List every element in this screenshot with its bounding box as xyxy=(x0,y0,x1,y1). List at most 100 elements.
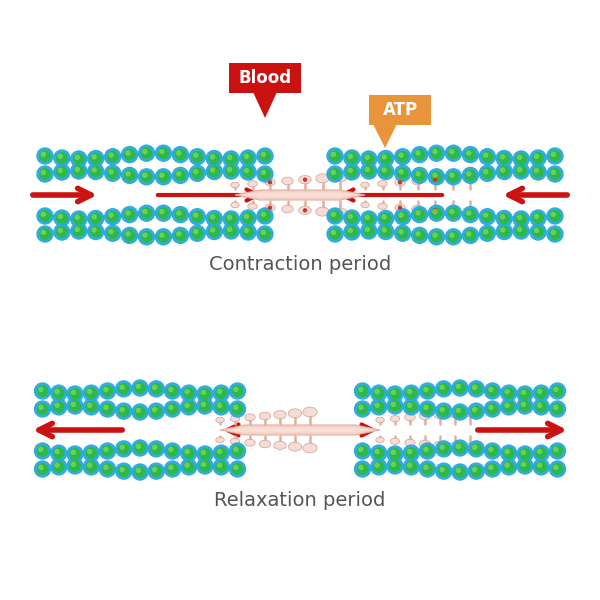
Circle shape xyxy=(501,459,517,475)
Circle shape xyxy=(37,404,48,414)
Circle shape xyxy=(551,212,556,217)
Circle shape xyxy=(422,386,433,396)
Circle shape xyxy=(440,467,444,472)
Circle shape xyxy=(57,227,67,237)
Circle shape xyxy=(415,209,425,220)
Circle shape xyxy=(378,151,394,166)
Circle shape xyxy=(39,466,43,469)
Circle shape xyxy=(40,151,50,161)
Circle shape xyxy=(104,448,108,451)
Circle shape xyxy=(395,209,410,225)
Circle shape xyxy=(419,461,436,477)
Circle shape xyxy=(390,389,400,399)
Circle shape xyxy=(395,165,410,181)
Circle shape xyxy=(484,230,488,233)
Ellipse shape xyxy=(395,179,405,186)
Circle shape xyxy=(554,466,558,469)
Circle shape xyxy=(391,403,395,406)
Circle shape xyxy=(547,208,563,224)
Circle shape xyxy=(71,451,76,454)
Circle shape xyxy=(109,213,113,217)
Ellipse shape xyxy=(419,440,431,448)
Circle shape xyxy=(500,215,505,219)
Circle shape xyxy=(535,229,538,232)
Circle shape xyxy=(359,406,363,409)
Circle shape xyxy=(232,404,242,414)
Circle shape xyxy=(143,173,147,177)
Circle shape xyxy=(262,230,265,235)
Circle shape xyxy=(387,386,403,402)
Circle shape xyxy=(503,401,514,412)
Circle shape xyxy=(86,401,97,412)
Circle shape xyxy=(344,224,360,240)
Circle shape xyxy=(119,443,129,454)
Circle shape xyxy=(120,407,124,412)
Circle shape xyxy=(465,230,476,241)
Circle shape xyxy=(516,166,526,176)
Circle shape xyxy=(126,232,130,236)
Circle shape xyxy=(407,449,412,454)
Circle shape xyxy=(122,227,137,244)
Circle shape xyxy=(100,401,115,417)
Circle shape xyxy=(175,209,185,220)
Circle shape xyxy=(158,148,169,158)
Circle shape xyxy=(262,212,265,217)
Ellipse shape xyxy=(230,438,240,445)
Circle shape xyxy=(175,149,185,160)
Circle shape xyxy=(104,209,121,225)
Circle shape xyxy=(428,169,445,185)
Ellipse shape xyxy=(361,202,369,208)
Circle shape xyxy=(135,443,145,453)
Polygon shape xyxy=(235,190,365,200)
Circle shape xyxy=(398,206,401,209)
Circle shape xyxy=(37,226,53,242)
Circle shape xyxy=(485,461,500,477)
Circle shape xyxy=(136,469,140,472)
Circle shape xyxy=(397,212,408,222)
Circle shape xyxy=(71,211,87,227)
Circle shape xyxy=(260,169,270,179)
Circle shape xyxy=(374,401,384,412)
Circle shape xyxy=(70,389,80,399)
Ellipse shape xyxy=(333,172,347,182)
Circle shape xyxy=(554,448,558,451)
Circle shape xyxy=(520,449,530,459)
Circle shape xyxy=(116,403,132,419)
Circle shape xyxy=(433,178,437,181)
Circle shape xyxy=(262,170,265,175)
Circle shape xyxy=(88,211,104,226)
Circle shape xyxy=(382,228,386,232)
Circle shape xyxy=(88,151,104,166)
Circle shape xyxy=(83,459,99,475)
Circle shape xyxy=(172,167,188,184)
Circle shape xyxy=(471,383,481,394)
Circle shape xyxy=(139,229,155,245)
Circle shape xyxy=(431,172,442,182)
Ellipse shape xyxy=(303,443,317,453)
Circle shape xyxy=(380,153,391,164)
Circle shape xyxy=(530,210,546,226)
Circle shape xyxy=(244,154,248,158)
Circle shape xyxy=(349,154,352,158)
Circle shape xyxy=(419,401,436,417)
Circle shape xyxy=(167,446,178,456)
Circle shape xyxy=(533,167,543,177)
Circle shape xyxy=(428,229,445,245)
Polygon shape xyxy=(373,124,397,148)
Circle shape xyxy=(416,211,420,215)
Circle shape xyxy=(181,385,197,401)
Circle shape xyxy=(160,209,164,214)
Circle shape xyxy=(513,163,529,179)
Circle shape xyxy=(202,391,205,394)
Circle shape xyxy=(499,226,509,237)
Circle shape xyxy=(399,213,403,217)
Circle shape xyxy=(158,232,169,242)
Ellipse shape xyxy=(463,172,477,182)
Circle shape xyxy=(213,445,229,461)
Circle shape xyxy=(206,151,222,166)
Circle shape xyxy=(143,149,147,154)
Circle shape xyxy=(190,225,205,241)
Text: Blood: Blood xyxy=(238,69,292,87)
Circle shape xyxy=(175,230,185,241)
Circle shape xyxy=(240,210,256,226)
